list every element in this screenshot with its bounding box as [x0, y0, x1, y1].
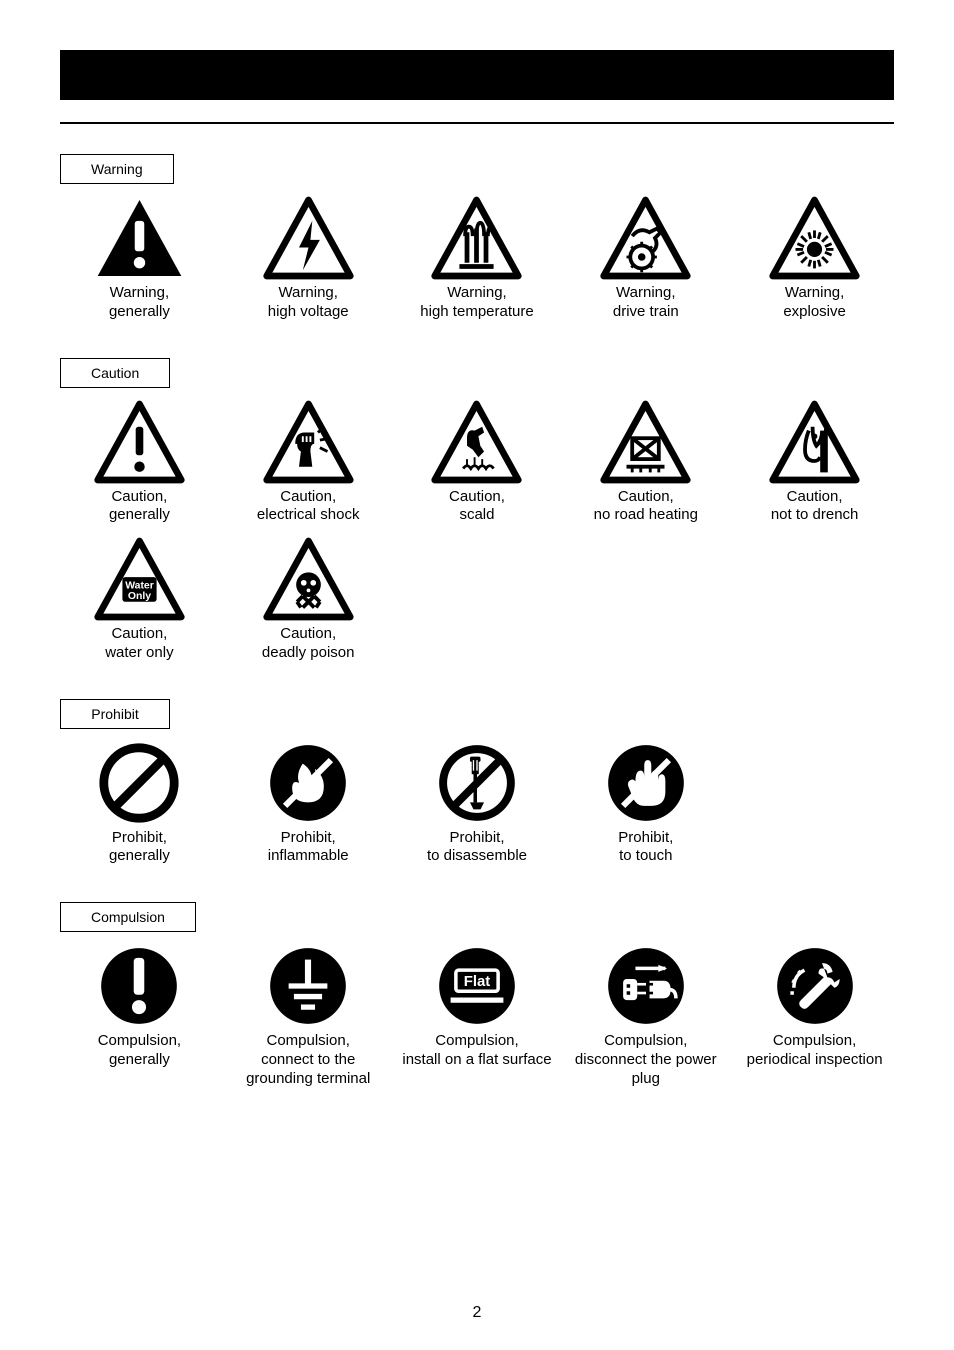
- caution-generally: Caution,generally: [60, 398, 219, 526]
- compulsion-grounding-icon: [261, 942, 356, 1030]
- warning-high-temperature: Warning,high temperature: [398, 194, 557, 322]
- caution-electrical-shock-icon: [261, 398, 356, 486]
- caution-deadly-poison: Caution,deadly poison: [229, 535, 388, 663]
- warning-explosive-caption: Warning,explosive: [783, 284, 846, 322]
- caution-water-only: Caution,water only: [60, 535, 219, 663]
- prohibit-generally: Prohibit,generally: [60, 739, 219, 867]
- warning-high-temperature-icon: [429, 194, 524, 282]
- caution-electrical-shock-caption: Caution,electrical shock: [257, 488, 360, 526]
- compulsion-generally-caption: Compulsion,generally: [98, 1032, 181, 1070]
- warning-generally-icon: [92, 194, 187, 282]
- page-number: 2: [0, 1304, 954, 1322]
- warning-high-voltage-caption: Warning,high voltage: [268, 284, 349, 322]
- warning-high-voltage: Warning,high voltage: [229, 194, 388, 322]
- prohibit-grid: Prohibit,generally Prohibit,inflammable …: [60, 739, 894, 867]
- prohibit-generally-icon: [92, 739, 187, 827]
- caution-not-to-drench-icon: [767, 398, 862, 486]
- compulsion-generally: Compulsion,generally: [60, 942, 219, 1088]
- caution-water-only-icon: [92, 535, 187, 623]
- compulsion-flat-surface-icon: [429, 942, 524, 1030]
- caution-electrical-shock: Caution,electrical shock: [229, 398, 388, 526]
- compulsion-grounding-caption: Compulsion,connect to the grounding term…: [233, 1032, 383, 1088]
- warning-drive-train-icon: [598, 194, 693, 282]
- caution-scald-icon: [429, 398, 524, 486]
- caution-scald-caption: Caution,scald: [449, 488, 505, 526]
- warning-generally: Warning,generally: [60, 194, 219, 322]
- prohibit-inflammable: Prohibit,inflammable: [229, 739, 388, 867]
- caution-generally-caption: Caution,generally: [109, 488, 170, 526]
- warning-high-voltage-icon: [261, 194, 356, 282]
- compulsion-disconnect-plug-caption: Compulsion,disconnect the power plug: [571, 1032, 721, 1088]
- prohibit-to-disassemble-icon: [429, 739, 524, 827]
- compulsion-disconnect-plug-icon: [598, 942, 693, 1030]
- section-label-prohibit: Prohibit: [60, 699, 170, 729]
- header-black-bar: [60, 50, 894, 100]
- warning-drive-train: Warning,drive train: [566, 194, 725, 322]
- caution-no-road-heating-icon: [598, 398, 693, 486]
- warning-high-temperature-caption: Warning,high temperature: [420, 284, 533, 322]
- compulsion-periodical-inspection-icon: [767, 942, 862, 1030]
- compulsion-flat-surface: Compulsion,install on a flat surface: [398, 942, 557, 1088]
- compulsion-periodical-inspection-caption: Compulsion,periodical inspection: [747, 1032, 883, 1070]
- caution-generally-icon: [92, 398, 187, 486]
- header-rule: [60, 122, 894, 124]
- section-label-caution: Caution: [60, 358, 170, 388]
- prohibit-empty: [735, 739, 894, 867]
- compulsion-generally-icon: [92, 942, 187, 1030]
- warning-drive-train-caption: Warning,drive train: [613, 284, 679, 322]
- warning-explosive-icon: [767, 194, 862, 282]
- section-label-warning: Warning: [60, 154, 174, 184]
- prohibit-to-disassemble: Prohibit,to disassemble: [398, 739, 557, 867]
- warning-grid: Warning,generally Warning,high voltage W…: [60, 194, 894, 322]
- warning-generally-caption: Warning,generally: [109, 284, 170, 322]
- caution-scald: Caution,scald: [398, 398, 557, 526]
- warning-explosive: Warning,explosive: [735, 194, 894, 322]
- prohibit-to-disassemble-caption: Prohibit,to disassemble: [427, 829, 527, 867]
- section-label-compulsion: Compulsion: [60, 902, 196, 932]
- prohibit-inflammable-caption: Prohibit,inflammable: [268, 829, 349, 867]
- compulsion-periodical-inspection: Compulsion,periodical inspection: [735, 942, 894, 1088]
- caution-not-to-drench: Caution,not to drench: [735, 398, 894, 526]
- prohibit-generally-caption: Prohibit,generally: [109, 829, 170, 867]
- prohibit-to-touch-caption: Prohibit,to touch: [618, 829, 673, 867]
- compulsion-grid: Compulsion,generally Compulsion,connect …: [60, 942, 894, 1088]
- prohibit-to-touch-icon: [598, 739, 693, 827]
- prohibit-inflammable-icon: [261, 739, 356, 827]
- caution-deadly-poison-icon: [261, 535, 356, 623]
- caution-not-to-drench-caption: Caution,not to drench: [771, 488, 859, 526]
- compulsion-flat-surface-caption: Compulsion,install on a flat surface: [402, 1032, 551, 1070]
- prohibit-to-touch: Prohibit,to touch: [566, 739, 725, 867]
- caution-water-only-caption: Caution,water only: [105, 625, 173, 663]
- caution-no-road-heating: Caution,no road heating: [566, 398, 725, 526]
- caution-deadly-poison-caption: Caution,deadly poison: [262, 625, 355, 663]
- caution-no-road-heating-caption: Caution,no road heating: [594, 488, 698, 526]
- caution-grid: Caution,generally Caution,electrical sho…: [60, 398, 894, 663]
- compulsion-grounding: Compulsion,connect to the grounding term…: [229, 942, 388, 1088]
- compulsion-disconnect-plug: Compulsion,disconnect the power plug: [566, 942, 725, 1088]
